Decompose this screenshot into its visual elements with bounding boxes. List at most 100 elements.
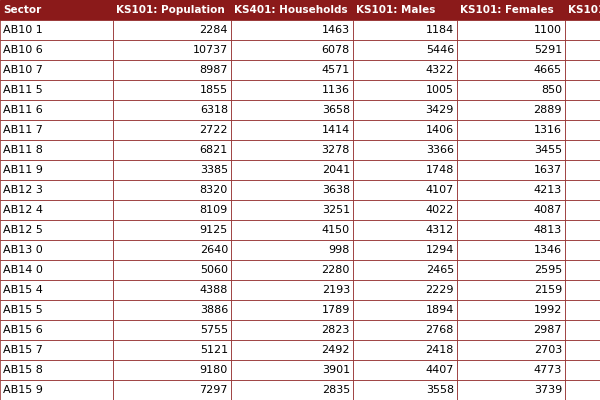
Text: 4213: 4213 — [534, 185, 562, 195]
Bar — [565, 300, 600, 320]
Bar — [457, 220, 565, 240]
Text: 1184: 1184 — [426, 25, 454, 35]
Bar — [353, 360, 457, 380]
Bar — [457, 0, 565, 20]
Bar — [113, 280, 231, 300]
Text: 3658: 3658 — [322, 105, 350, 115]
Bar — [0, 280, 113, 300]
Bar — [113, 300, 231, 320]
Bar — [353, 40, 457, 60]
Bar — [565, 0, 600, 20]
Bar — [0, 60, 113, 80]
Bar — [353, 0, 457, 20]
Bar — [457, 240, 565, 260]
Text: 2823: 2823 — [322, 325, 350, 335]
Bar — [565, 20, 600, 40]
Bar — [0, 0, 113, 20]
Bar — [353, 280, 457, 300]
Text: 2159: 2159 — [534, 285, 562, 295]
Text: 2835: 2835 — [322, 385, 350, 395]
Text: AB14 0: AB14 0 — [3, 265, 43, 275]
Text: 1855: 1855 — [200, 85, 228, 95]
Bar — [457, 360, 565, 380]
Text: KS101: Females: KS101: Females — [460, 5, 554, 15]
Text: 4107: 4107 — [426, 185, 454, 195]
Text: AB13 0: AB13 0 — [3, 245, 43, 255]
Text: 1316: 1316 — [534, 125, 562, 135]
Text: 1005: 1005 — [426, 85, 454, 95]
Bar — [353, 120, 457, 140]
Bar — [0, 20, 113, 40]
Text: 1894: 1894 — [425, 305, 454, 315]
Bar — [565, 240, 600, 260]
Bar — [113, 20, 231, 40]
Text: AB10 6: AB10 6 — [3, 45, 43, 55]
Bar — [353, 300, 457, 320]
Text: 3251: 3251 — [322, 205, 350, 215]
Text: 3385: 3385 — [200, 165, 228, 175]
Text: 8320: 8320 — [200, 185, 228, 195]
Bar — [0, 380, 113, 400]
Bar — [231, 100, 353, 120]
Bar — [0, 260, 113, 280]
Text: 3278: 3278 — [322, 145, 350, 155]
Text: AB15 6: AB15 6 — [3, 325, 43, 335]
Text: AB11 8: AB11 8 — [3, 145, 43, 155]
Text: 4388: 4388 — [200, 285, 228, 295]
Bar — [353, 20, 457, 40]
Text: AB15 8: AB15 8 — [3, 365, 43, 375]
Text: 998: 998 — [329, 245, 350, 255]
Bar — [113, 60, 231, 80]
Text: 4773: 4773 — [533, 365, 562, 375]
Bar — [565, 260, 600, 280]
Text: 4150: 4150 — [322, 225, 350, 235]
Text: 2987: 2987 — [533, 325, 562, 335]
Text: 1136: 1136 — [322, 85, 350, 95]
Bar — [457, 20, 565, 40]
Text: 4312: 4312 — [426, 225, 454, 235]
Bar — [565, 100, 600, 120]
Text: AB15 7: AB15 7 — [3, 345, 43, 355]
Bar — [457, 200, 565, 220]
Bar — [231, 380, 353, 400]
Text: 1992: 1992 — [533, 305, 562, 315]
Text: AB15 9: AB15 9 — [3, 385, 43, 395]
Bar — [0, 340, 113, 360]
Text: 10737: 10737 — [193, 45, 228, 55]
Text: 5446: 5446 — [426, 45, 454, 55]
Bar — [231, 20, 353, 40]
Bar — [565, 80, 600, 100]
Bar — [0, 360, 113, 380]
Bar — [457, 380, 565, 400]
Bar — [0, 300, 113, 320]
Text: 8987: 8987 — [199, 65, 228, 75]
Bar — [353, 80, 457, 100]
Bar — [0, 180, 113, 200]
Text: 4407: 4407 — [425, 365, 454, 375]
Bar — [231, 220, 353, 240]
Bar — [113, 320, 231, 340]
Text: 8109: 8109 — [200, 205, 228, 215]
Bar — [113, 240, 231, 260]
Bar — [231, 120, 353, 140]
Bar — [353, 180, 457, 200]
Bar — [113, 180, 231, 200]
Text: 2229: 2229 — [425, 285, 454, 295]
Bar — [457, 60, 565, 80]
Bar — [457, 340, 565, 360]
Text: 2280: 2280 — [322, 265, 350, 275]
Text: KS101:: KS101: — [568, 5, 600, 15]
Bar — [565, 340, 600, 360]
Bar — [113, 80, 231, 100]
Text: AB11 6: AB11 6 — [3, 105, 43, 115]
Text: 2492: 2492 — [322, 345, 350, 355]
Text: Sector: Sector — [3, 5, 41, 15]
Text: AB11 5: AB11 5 — [3, 85, 43, 95]
Bar — [113, 140, 231, 160]
Bar — [231, 180, 353, 200]
Text: 4813: 4813 — [534, 225, 562, 235]
Text: 2465: 2465 — [426, 265, 454, 275]
Text: 3429: 3429 — [425, 105, 454, 115]
Bar — [113, 120, 231, 140]
Text: AB11 9: AB11 9 — [3, 165, 43, 175]
